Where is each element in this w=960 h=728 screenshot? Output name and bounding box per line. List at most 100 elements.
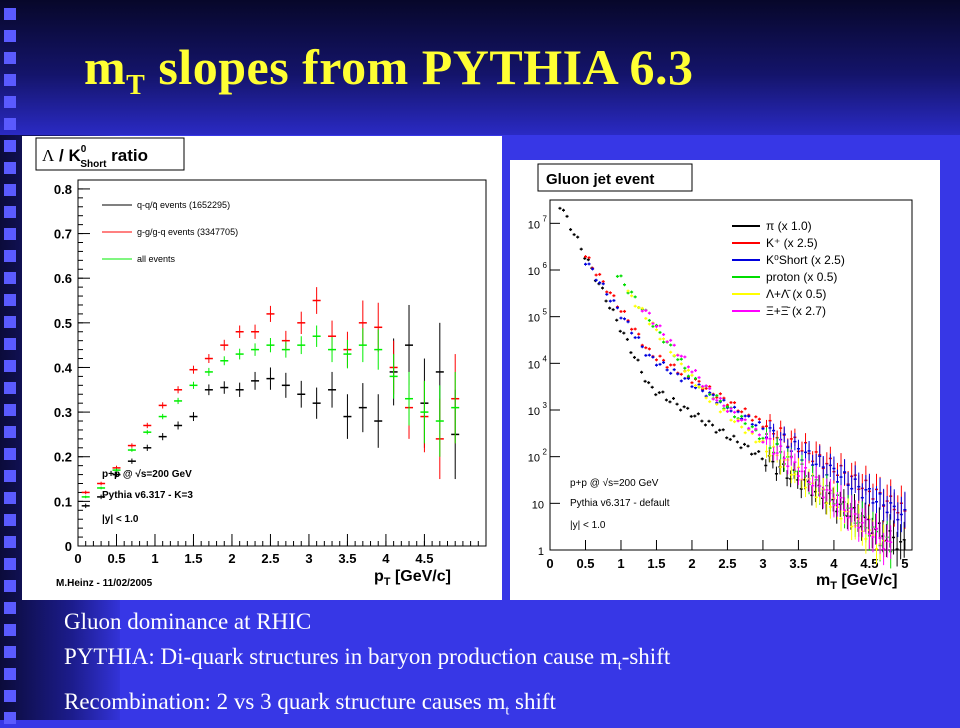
x-tick-label: 3 [305, 551, 312, 566]
decorative-square [4, 294, 16, 306]
y-tick-label: 0.4 [54, 360, 73, 375]
spectrum-annotation-pythia: Pythia v6.317 - default [570, 498, 670, 509]
y-tick-label: 0 [65, 539, 72, 554]
decorative-square [4, 712, 16, 724]
slide-title: mT slopes from PYTHIA 6.3 [84, 38, 693, 102]
decorative-square [4, 580, 16, 592]
y-tick-label: 0.6 [54, 271, 72, 286]
decorative-square [4, 162, 16, 174]
spectrum-plot-frame [549, 199, 913, 551]
spectrum-annotation-rapidity: |y| < 1.0 [570, 520, 606, 531]
legend-label: proton (x 0.5) [766, 270, 837, 284]
decorative-square [4, 228, 16, 240]
ratio-chart-title: Λ / K0 Short ratio [42, 144, 148, 170]
decorative-square [4, 316, 16, 328]
y-tick-label: 0.8 [54, 182, 72, 197]
ratio-annotation-collision: p+p @ √s=200 GeV [102, 469, 192, 480]
decorative-square [4, 448, 16, 460]
decorative-square [4, 360, 16, 372]
y-tick-exponent: 7 [543, 214, 548, 223]
x-tick-label: 3 [759, 556, 766, 571]
y-tick-exponent: 5 [543, 308, 548, 317]
x-tick-label: 1 [151, 551, 158, 566]
ratio-plot-frame [77, 179, 487, 547]
decorative-square [4, 250, 16, 262]
y-tick-label: 0.1 [54, 494, 72, 509]
y-tick-exponent: 2 [543, 448, 548, 457]
x-tick-label: 1 [617, 556, 624, 571]
decorative-square [4, 96, 16, 108]
y-tick-exponent: 6 [543, 261, 548, 270]
ratio-legend: q-q/q̄ events (1652295) g-g/g-q events (… [102, 200, 238, 264]
ratio-chart-panel: Λ / K0 Short ratio 0 0.5 1 1.5 2 2.5 3 3.5 4 4.5 0 0… [22, 136, 502, 600]
y-tick-label: 10 [528, 406, 540, 418]
decorative-square [4, 382, 16, 394]
y-tick-label: 0.2 [54, 450, 72, 465]
x-tick-label: 4.5 [415, 551, 433, 566]
decorative-square [4, 470, 16, 482]
spectrum-chart-panel: Gluon jet event 0 0.5 1 1.5 2 2.5 3 3.5 4 4.5 5 1 10… [510, 160, 940, 600]
y-tick-label: 10 [528, 359, 540, 371]
decorative-square [4, 118, 16, 130]
decorative-square [4, 514, 16, 526]
ratio-x-axis-label: pT [GeV/c] [374, 568, 451, 588]
y-tick-exponent: 3 [543, 401, 548, 410]
decorative-square [4, 690, 16, 702]
ratio-annotation-rapidity: |y| < 1.0 [102, 514, 139, 525]
y-tick-label: 0.7 [54, 227, 72, 242]
x-tick-label: 3.5 [789, 556, 807, 571]
y-tick-label: 0.3 [54, 405, 72, 420]
spectrum-legend: π (x 1.0) K⁺ (x 2.5) K⁰Short (x 2.5) proton… [732, 219, 845, 318]
legend-label: K⁰Short (x 2.5) [766, 253, 845, 267]
ratio-credit: M.Heinz - 11/02/2005 [56, 578, 153, 589]
decorative-square [4, 52, 16, 64]
y-tick-label: 10 [528, 219, 540, 231]
x-tick-label: 4 [830, 556, 838, 571]
spectrum-chart-title: Gluon jet event [546, 171, 654, 188]
decorative-square-column [0, 0, 20, 724]
decorative-square [4, 624, 16, 636]
ratio-annotation-pythia: Pythia v6.317 - K=3 [102, 490, 193, 501]
y-tick-exponent: 4 [543, 354, 548, 363]
x-tick-label: 3.5 [338, 551, 356, 566]
x-tick-label: 2.5 [261, 551, 279, 566]
ratio-chart: Λ / K0 Short ratio 0 0.5 1 1.5 2 2.5 3 3.5 4 4.5 0 0… [35, 137, 487, 589]
x-tick-label: 0.5 [107, 551, 125, 566]
legend-label: K⁺ (x 2.5) [766, 236, 818, 250]
x-tick-label: 4.5 [860, 556, 878, 571]
x-tick-label: 0.5 [576, 556, 594, 571]
decorative-square [4, 536, 16, 548]
decorative-square [4, 8, 16, 20]
spectrum-annotation-collision: p+p @ √s=200 GeV [570, 477, 659, 489]
x-tick-label: 4 [382, 551, 390, 566]
background-top-band [0, 0, 960, 135]
x-tick-label: 2.5 [718, 556, 736, 571]
title-rest: slopes from PYTHIA 6.3 [145, 39, 694, 95]
title-subscript: T [126, 70, 146, 101]
decorative-square [4, 184, 16, 196]
decorative-square [4, 426, 16, 438]
decorative-square [4, 558, 16, 570]
slide-bullets: Gluon dominance at RHIC PYTHIA: Di-quark… [64, 604, 670, 728]
x-tick-label: 1.5 [647, 556, 665, 571]
bullet-2: PYTHIA: Di-quark structures in baryon pr… [64, 644, 671, 674]
decorative-square [4, 646, 16, 658]
legend-label-qq: q-q/q̄ events (1652295) [137, 200, 230, 210]
ratio-chart-title-box [35, 137, 185, 171]
y-tick-label: 0.5 [54, 316, 72, 331]
decorative-square [4, 492, 16, 504]
legend-label: π (x 1.0) [766, 219, 812, 233]
bullet-1: Gluon dominance at RHIC [64, 609, 312, 634]
decorative-square [4, 404, 16, 416]
decorative-square [4, 30, 16, 42]
legend-label-gg: g-g/g-q events (3347705) [137, 227, 238, 237]
decorative-square [4, 338, 16, 350]
decorative-square [4, 140, 16, 152]
decorative-square [4, 602, 16, 614]
x-tick-label: 0 [546, 556, 553, 571]
x-tick-label: 1.5 [184, 551, 202, 566]
decorative-square [4, 206, 16, 218]
x-tick-label: 2 [688, 556, 695, 571]
legend-label: Λ+Λ̄ (x 0.5) [766, 287, 826, 301]
title-m: m [84, 39, 127, 95]
